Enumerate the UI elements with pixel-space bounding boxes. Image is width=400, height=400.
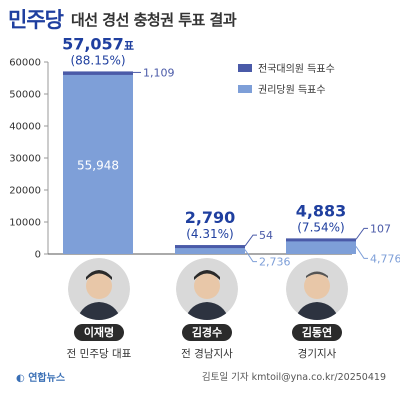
callout-line [355, 246, 368, 259]
candidate-name: 이재명 [74, 324, 124, 341]
total-votes-label: 2,790 [185, 208, 236, 227]
callout-line [244, 234, 257, 247]
segment-value-label: 107 [370, 222, 391, 235]
bar-segment-party-members [63, 74, 133, 254]
candidate-photo [286, 258, 348, 320]
bar-segment-party-members [175, 245, 245, 254]
credit-text: 김토일 기자 kmtoil@yna.co.kr/20250419 [201, 372, 386, 383]
legend-label: 전국대의원 득표수 [258, 63, 335, 75]
agency-logo: ◐ 연합뉴스 [16, 373, 66, 384]
candidate-name: 김경수 [182, 324, 232, 341]
y-tick-label: 20000 [9, 186, 41, 197]
total-percent-label: (7.54%) [297, 220, 344, 234]
candidate-name: 김동연 [292, 324, 342, 341]
bar-segment-party-members [286, 238, 356, 254]
candidate-photo [68, 258, 130, 320]
callout-line [244, 249, 257, 263]
total-votes-label: 4,883 [296, 201, 347, 220]
y-tick-label: 50000 [9, 90, 41, 101]
callout-line [355, 227, 368, 240]
total-percent-label: (4.31%) [186, 227, 233, 241]
legend-label: 권리당원 득표수 [258, 84, 326, 96]
candidate-role: 전 민주당 대표 [66, 348, 132, 360]
candidate-role: 전 경남지사 [181, 348, 233, 360]
bar-segment-delegates [63, 71, 133, 75]
chart-title: 대선 경선 충청권 투표 결과 [70, 10, 237, 29]
agency-logo-text: 연합뉴스 [28, 373, 66, 384]
total-percent-label: (88.15%) [70, 53, 125, 67]
segment-value-label: 2,736 [259, 256, 291, 269]
y-tick-label: 40000 [9, 122, 41, 133]
total-votes-label: 57,057표 [62, 34, 134, 53]
bar-segment-delegates [175, 245, 245, 249]
segment-value-label: 55,948 [77, 158, 119, 172]
y-tick-label: 0 [35, 250, 41, 261]
bar-segment-delegates [286, 238, 356, 242]
legend-swatch [238, 85, 252, 93]
segment-value-label: 1,109 [143, 66, 175, 79]
y-tick-label: 10000 [9, 218, 41, 229]
title-bar: 민주당 대선 경선 충청권 투표 결과 [8, 4, 237, 34]
party-name: 민주당 [8, 8, 64, 32]
segment-value-label: 4,776 [370, 252, 400, 265]
segment-value-label: 54 [259, 229, 273, 242]
y-tick-label: 30000 [9, 154, 41, 165]
candidate-photo [176, 258, 238, 320]
legend-swatch [238, 64, 252, 72]
y-tick-label: 60000 [9, 58, 41, 69]
candidate-role: 경기지사 [297, 348, 337, 360]
